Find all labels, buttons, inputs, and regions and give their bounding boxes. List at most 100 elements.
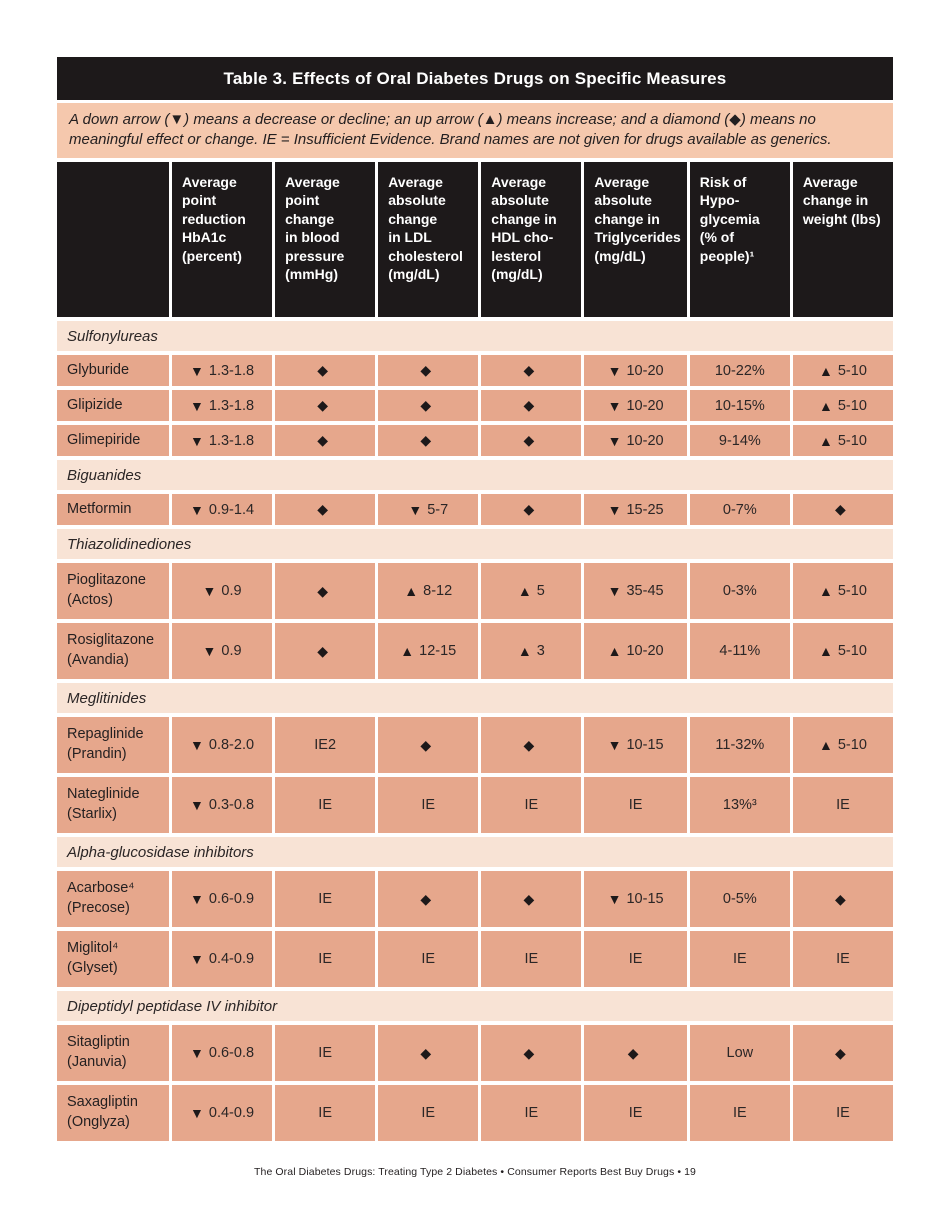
- value-cell: ◆: [275, 623, 376, 679]
- value-text: 0.6-0.8: [208, 1045, 255, 1061]
- header-cell: Risk of Hypo- glycemia (% of people)¹: [689, 162, 790, 317]
- value-text: 1.3-1.8: [208, 397, 255, 414]
- diamond-icon: ◆: [420, 362, 432, 378]
- down-arrow-icon: ▼: [607, 501, 622, 518]
- value-cell: ▼ 0.9: [172, 563, 273, 619]
- value-text: 0.4-0.9: [208, 1105, 255, 1121]
- up-arrow-icon: ▲: [819, 397, 833, 414]
- drug-name-cell: Sitagliptin (Januvia): [57, 1025, 169, 1081]
- header-cell: Average point reduction HbA1c (percent): [172, 162, 273, 317]
- diamond-icon: ◆: [317, 362, 329, 378]
- value-cell: ◆: [481, 425, 582, 456]
- value-text: 0.8-2.0: [208, 737, 255, 753]
- section-row: Dipeptidyl peptidase IV inhibitor: [57, 991, 893, 1021]
- up-arrow-icon: ▲: [404, 583, 419, 599]
- drug-name-cell: Metformin: [57, 494, 169, 525]
- value-cell: IE: [481, 1085, 582, 1141]
- value-text: 35-45: [626, 583, 664, 599]
- down-arrow-icon: ▼: [607, 432, 622, 449]
- drug-name-cell: Glipizide: [57, 390, 169, 421]
- value-cell: ▼ 10-20: [584, 355, 687, 386]
- value-cell: IE: [792, 1085, 893, 1141]
- value-cell: ◆: [275, 494, 376, 525]
- diamond-icon: ◆: [523, 397, 535, 413]
- up-arrow-icon: ▲: [517, 643, 532, 659]
- value-cell: ◆: [792, 871, 893, 927]
- section-row: Sulfonylureas: [57, 321, 893, 351]
- value-cell: ◆: [275, 355, 376, 386]
- value-cell: IE: [689, 931, 790, 987]
- section-row: Meglitinides: [57, 683, 893, 713]
- value-cell: ◆: [792, 494, 893, 525]
- page-footer: The Oral Diabetes Drugs: Treating Type 2…: [0, 1166, 950, 1178]
- value-cell: ◆: [275, 425, 376, 456]
- up-arrow-icon: ▲: [819, 362, 833, 379]
- value-cell: ◆: [378, 871, 479, 927]
- value-cell: 0-3%: [689, 563, 790, 619]
- value-cell: ◆: [584, 1025, 687, 1081]
- header-cell: Average absolute change in HDL cho- lest…: [481, 162, 582, 317]
- header-cell: Average change in weight (lbs): [792, 162, 893, 317]
- value-cell: ▼ 10-15: [584, 717, 687, 773]
- header-cell: Average point change in blood pressure (…: [275, 162, 376, 317]
- down-arrow-icon: ▼: [190, 1045, 204, 1061]
- value-cell: Low: [689, 1025, 790, 1081]
- down-arrow-icon: ▼: [190, 891, 204, 907]
- up-arrow-icon: ▲: [819, 737, 833, 753]
- diamond-icon: ◆: [420, 736, 432, 753]
- diamond-icon: ◆: [420, 432, 432, 448]
- down-arrow-icon: ▼: [607, 583, 622, 599]
- value-cell: ▼ 0.9: [172, 623, 273, 679]
- value-cell: ◆: [378, 390, 479, 421]
- diamond-icon: ◆: [523, 890, 535, 907]
- value-cell: ▼ 10-15: [584, 871, 687, 927]
- value-cell: ◆: [481, 1025, 582, 1081]
- value-text: 10-20: [626, 643, 664, 659]
- diamond-icon: ◆: [523, 736, 535, 753]
- table-container: Table 3. Effects of Oral Diabetes Drugs …: [57, 57, 893, 1141]
- value-cell: IE2: [275, 717, 376, 773]
- up-arrow-icon: ▲: [607, 643, 622, 659]
- value-text: 0.9-1.4: [208, 501, 255, 518]
- drug-name-cell: Rosiglitazone (Avandia): [57, 623, 169, 679]
- value-cell: IE: [584, 931, 687, 987]
- value-cell: ▼ 1.3-1.8: [172, 425, 273, 456]
- down-arrow-icon: ▼: [607, 362, 622, 379]
- value-cell: ▼ 0.6-0.9: [172, 871, 273, 927]
- legend-note-text: A down arrow (▼) means a decrease or dec…: [69, 111, 832, 149]
- value-cell: ◆: [378, 1025, 479, 1081]
- down-arrow-icon: ▼: [607, 397, 622, 414]
- up-arrow-icon: ▲: [819, 583, 833, 599]
- legend-note: A down arrow (▼) means a decrease or dec…: [57, 103, 893, 158]
- table-title: Table 3. Effects of Oral Diabetes Drugs …: [223, 68, 727, 88]
- value-cell: ▼ 0.9-1.4: [172, 494, 273, 525]
- section-row: Biguanides: [57, 460, 893, 490]
- value-cell: ▼ 10-20: [584, 390, 687, 421]
- value-text: 10-20: [626, 432, 664, 449]
- value-cell: 13%³: [689, 777, 790, 833]
- diamond-icon: ◆: [420, 397, 432, 413]
- drug-name-cell: Repaglinide (Prandin): [57, 717, 169, 773]
- down-arrow-icon: ▼: [408, 501, 423, 518]
- value-text: 5-10: [837, 397, 867, 414]
- value-cell: ◆: [481, 390, 582, 421]
- section-row: Alpha-glucosidase inhibitors: [57, 837, 893, 867]
- value-cell: ◆: [481, 355, 582, 386]
- value-text: 5-10: [837, 583, 867, 599]
- value-text: 5-10: [837, 362, 867, 379]
- value-cell: ◆: [481, 494, 582, 525]
- drug-name-cell: Pioglitazone (Actos): [57, 563, 169, 619]
- value-cell: ▲ 10-20: [584, 623, 687, 679]
- value-cell: IE: [689, 1085, 790, 1141]
- diamond-icon: ◆: [317, 642, 329, 659]
- value-cell: 10-22%: [689, 355, 790, 386]
- value-text: 5-10: [837, 432, 867, 449]
- diamond-icon: ◆: [317, 501, 329, 517]
- down-arrow-icon: ▼: [190, 797, 204, 813]
- value-cell: ◆: [378, 355, 479, 386]
- value-cell: ▲ 5-10: [792, 390, 893, 421]
- table-title-bar: Table 3. Effects of Oral Diabetes Drugs …: [57, 57, 893, 100]
- diamond-icon: ◆: [523, 501, 535, 517]
- value-text: 8-12: [423, 583, 453, 599]
- value-cell: 9-14%: [689, 425, 790, 456]
